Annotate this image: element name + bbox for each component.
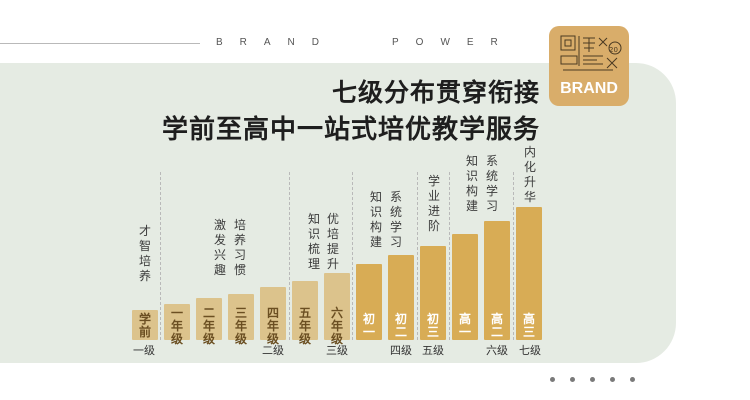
stage-description: 激发兴趣 <box>213 218 226 277</box>
header-rule <box>0 43 200 44</box>
page-dot[interactable] <box>550 377 555 382</box>
grade-label: 初二 <box>394 312 407 339</box>
grade-bar <box>388 255 414 340</box>
stage-description: 才智培养 <box>138 224 151 283</box>
grade-bar <box>196 298 222 340</box>
stage-description: 知识构建 <box>369 190 382 249</box>
grade-label: 二年级 <box>202 306 215 346</box>
grade-label: 高一 <box>458 312 471 339</box>
grade-label: 高二 <box>490 312 503 339</box>
stage-description: 知识构建 <box>465 154 478 213</box>
grade-bar <box>484 221 510 340</box>
grade-bar <box>164 304 190 340</box>
title-line-1: 七级分布贯穿衔接 <box>331 78 540 107</box>
grade-bar <box>516 207 542 340</box>
stage-description: 系统学习 <box>389 190 402 249</box>
level-label: 七级 <box>519 344 541 357</box>
level-divider <box>417 172 418 340</box>
grade-label: 五年级 <box>298 306 311 346</box>
stage-description: 内化升华 <box>523 145 536 204</box>
grade-label: 四年级 <box>266 306 279 346</box>
grade-bar <box>260 287 286 340</box>
logo-number: 20 <box>609 46 618 54</box>
grade-label: 高三 <box>522 312 535 339</box>
level-divider <box>160 172 161 340</box>
grade-label: 初三 <box>426 312 439 339</box>
grade-bar <box>228 294 254 340</box>
stage-description: 系统学习 <box>485 154 498 213</box>
level-label: 二级 <box>262 344 284 357</box>
grade-bar <box>452 234 478 340</box>
grade-label: 学前 <box>138 312 151 339</box>
stage-description: 知识梳理 <box>307 212 320 271</box>
grade-bar <box>324 273 350 340</box>
level-divider <box>352 172 353 340</box>
level-label: 一级 <box>133 344 155 357</box>
grade-bar <box>356 264 382 340</box>
brand-tagline-left: BRAND <box>216 37 337 48</box>
page-dot[interactable] <box>590 377 595 382</box>
level-divider <box>449 172 450 340</box>
page-dot[interactable] <box>610 377 615 382</box>
brand-logo: 20 BRAND <box>549 26 629 106</box>
logo-text: BRAND <box>560 80 618 97</box>
level-label: 三级 <box>326 344 348 357</box>
level-label: 六级 <box>486 344 508 357</box>
page-dot[interactable] <box>630 377 635 382</box>
page-dot[interactable] <box>570 377 575 382</box>
grade-label: 一年级 <box>170 306 183 346</box>
stage-description: 培养习惯 <box>233 218 246 277</box>
grade-bar <box>420 246 446 340</box>
level-divider <box>289 172 290 340</box>
brand-tagline-right: POWER <box>392 37 515 48</box>
title-line-2: 学前至高中一站式培优教学服务 <box>161 115 540 145</box>
grade-label: 三年级 <box>234 306 247 346</box>
grade-bar <box>292 281 318 340</box>
grade-label: 六年级 <box>330 306 343 346</box>
stage-description: 优培提升 <box>326 212 339 271</box>
logo-pattern-icon: 20 <box>560 35 622 71</box>
level-divider <box>513 172 514 340</box>
grade-label: 初一 <box>362 312 375 339</box>
level-label: 四级 <box>390 344 412 357</box>
stage-description: 学业进阶 <box>427 174 440 233</box>
grade-bar <box>132 310 158 340</box>
level-label: 五级 <box>422 344 444 357</box>
